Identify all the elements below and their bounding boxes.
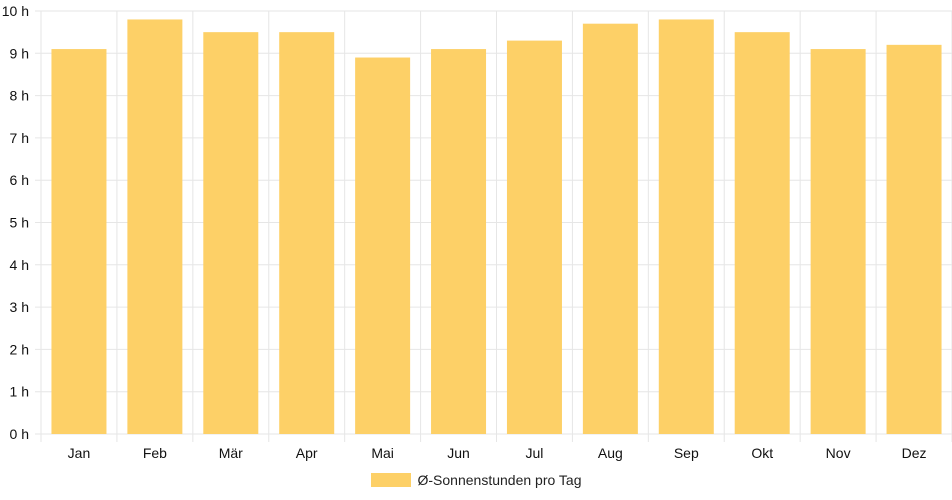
y-tick-label: 6 h [10,172,29,188]
y-tick-label: 0 h [10,426,29,442]
x-tick-label: Okt [751,445,773,461]
bar-jan[interactable] [51,49,107,434]
x-tick-label: Nov [826,445,851,461]
y-tick-label: 5 h [10,215,29,231]
x-tick-label: Feb [143,445,167,461]
bar-okt[interactable] [734,32,790,435]
bar-feb[interactable] [127,19,183,435]
x-tick-label: Mai [371,445,394,461]
x-tick-label: Jun [447,445,470,461]
y-tick-label: 1 h [10,384,29,400]
y-tick-label: 10 h [2,3,29,19]
y-tick-label: 3 h [10,299,29,315]
bar-jul[interactable] [506,40,562,435]
legend-swatch [370,473,411,487]
bar-dez[interactable] [886,44,942,435]
legend[interactable]: Ø-Sonnenstunden pro Tag [0,472,952,488]
x-tick-label: Dez [902,445,927,461]
x-tick-label: Jul [526,445,544,461]
bar-sep[interactable] [658,19,714,435]
bar-chart: 0 h 1 h 2 h 3 h 4 h 5 h 6 h 7 h 8 h 9 h 10 h Jan Feb… [2,3,952,461]
y-tick-label: 2 h [10,341,29,357]
y-tick-label: 4 h [10,257,29,273]
y-tick-label: 8 h [10,88,29,104]
bar-apr[interactable] [279,32,335,435]
x-tick-label: Mär [219,445,243,461]
y-tick-label: 9 h [10,45,29,61]
bar-aug[interactable] [582,23,638,434]
x-tick-label: Jan [68,445,91,461]
bar-mai[interactable] [355,57,411,434]
y-tick-label: 7 h [10,130,29,146]
x-tick-label: Sep [674,445,699,461]
x-tick-label: Aug [598,445,623,461]
bar-jun[interactable] [431,49,487,434]
bar-nov[interactable] [810,49,866,434]
legend-label: Ø-Sonnenstunden pro Tag [417,472,582,488]
bar-mär[interactable] [203,32,259,435]
x-tick-label: Apr [296,445,318,461]
